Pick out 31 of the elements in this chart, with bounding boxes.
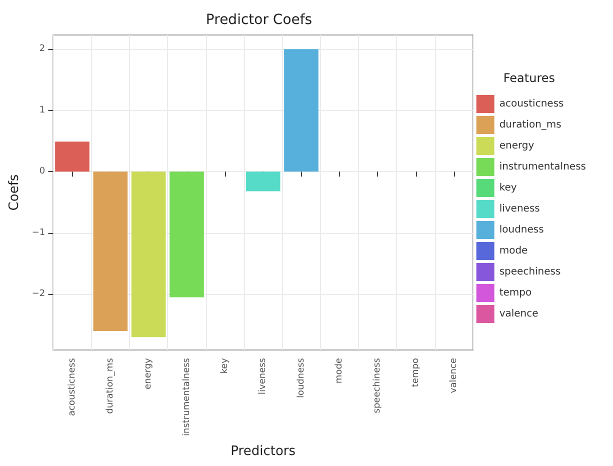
y-tick-label: −2 bbox=[32, 289, 46, 300]
legend-label: key bbox=[499, 182, 517, 194]
legend-title: Features bbox=[503, 71, 556, 85]
legend-label: instrumentalness bbox=[499, 162, 586, 172]
y-tick-label: −1 bbox=[32, 228, 46, 238]
legend-label: mode bbox=[499, 246, 528, 256]
x-tick-label: loudness bbox=[296, 358, 306, 398]
legend-label: loudness bbox=[499, 224, 544, 236]
x-tick-label: mode bbox=[334, 358, 344, 384]
y-axis-title: Coefs bbox=[7, 174, 22, 211]
x-tick-label: instrumentalness bbox=[182, 358, 192, 436]
x-tick-label: valence bbox=[448, 358, 459, 394]
legend-label: liveness bbox=[499, 204, 540, 214]
legend-label: valence bbox=[499, 308, 538, 320]
legend-label: energy bbox=[499, 140, 534, 152]
legend-label: acousticness bbox=[499, 98, 564, 110]
x-tick-label: liveness bbox=[258, 358, 268, 394]
x-tick-label: key bbox=[220, 357, 230, 374]
x-tick-label: tempo bbox=[410, 358, 421, 388]
y-tick-label: 1 bbox=[39, 105, 46, 116]
x-axis-title: Predictors bbox=[230, 444, 296, 459]
legend-label: duration_ms bbox=[499, 120, 562, 130]
x-tick-label: duration_ms bbox=[105, 358, 116, 414]
x-tick-label: speechiness bbox=[372, 358, 383, 414]
x-tick-label: energy bbox=[144, 357, 154, 390]
legend-label: speechiness bbox=[499, 266, 561, 278]
y-tick-label: 2 bbox=[39, 44, 46, 54]
y-tick-label: 0 bbox=[39, 166, 46, 177]
x-tick-label: acousticness bbox=[67, 358, 78, 416]
legend-label: tempo bbox=[499, 288, 532, 298]
chart-title: Predictor Coefs bbox=[206, 12, 312, 28]
